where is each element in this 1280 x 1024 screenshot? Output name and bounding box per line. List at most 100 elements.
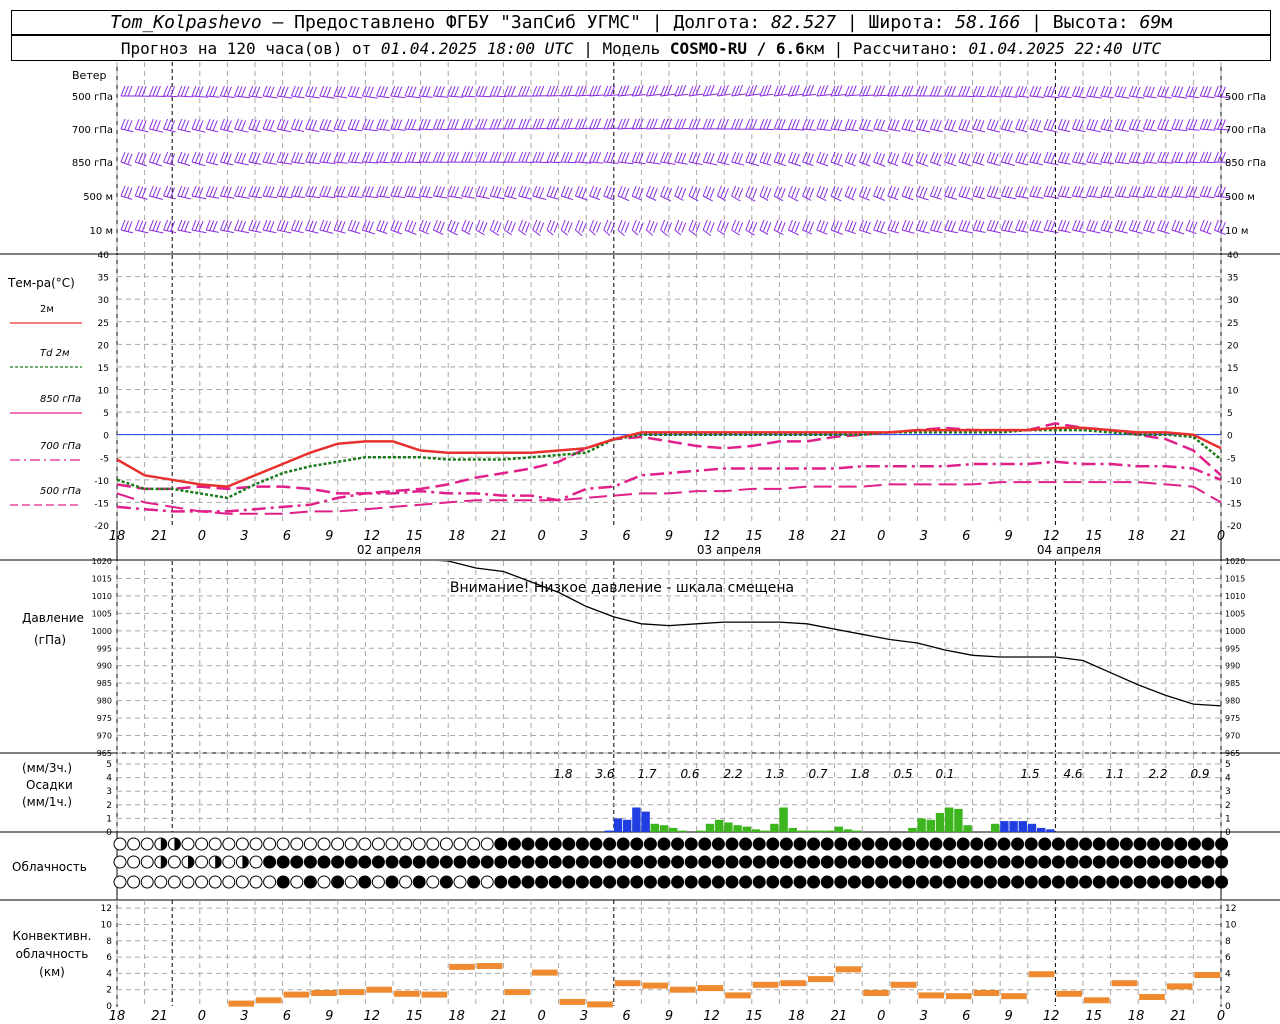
- cloud-cover-symbol: [1201, 855, 1215, 869]
- wind-barb-shaft: [291, 95, 305, 99]
- wind-level-label-right: 10 м: [1225, 226, 1248, 237]
- wind-barb-feather: [1075, 186, 1081, 197]
- precip-bar: [770, 823, 779, 832]
- cloud-cover-symbol: [983, 855, 997, 869]
- wind-barb-feather: [905, 152, 910, 164]
- wind-barb-shaft: [362, 229, 376, 235]
- wind-barb-feather: [851, 187, 857, 199]
- wind-barb-feather: [933, 186, 939, 197]
- wind-barb-feather: [560, 118, 566, 130]
- cloud-cover-symbol: [847, 875, 861, 889]
- wind-barb-shaft: [632, 161, 646, 165]
- wind-barb-shaft: [561, 195, 574, 201]
- wind-barb-feather: [951, 221, 957, 232]
- precip-3h-total: 4.6: [1063, 767, 1082, 781]
- wind-barb-feather: [1057, 118, 1063, 130]
- wind-barb-feather: [752, 188, 758, 199]
- wind-barb-shaft: [1100, 95, 1115, 99]
- wind-barb-shaft: [333, 195, 348, 198]
- wind-barb-feather: [1015, 118, 1021, 130]
- wind-barb-feather: [748, 152, 754, 163]
- convective-cloud-bar: [1001, 993, 1027, 1000]
- wind-barb-feather: [1061, 220, 1067, 231]
- wind-barb-shaft: [1029, 229, 1044, 234]
- wind-barb-feather: [351, 119, 357, 130]
- cloud-cover-symbol: [739, 875, 753, 889]
- wind-barb-feather: [1022, 221, 1028, 232]
- wind-barb-feather: [297, 221, 303, 232]
- time-tick-label-bottom: 6: [622, 1009, 630, 1024]
- wind-barb-feather: [1093, 221, 1099, 232]
- wind-barb-feather: [695, 153, 701, 164]
- cloud-cover-symbol: [371, 837, 385, 851]
- wind-barb-feather: [759, 151, 765, 163]
- wind-barb-feather: [322, 152, 328, 163]
- wind-barb-feather: [965, 187, 971, 198]
- cloud-cover-symbol: [1133, 837, 1147, 851]
- wind-barb-feather: [1007, 86, 1013, 97]
- wind-barb-feather: [773, 85, 779, 97]
- wind-barb-feather: [993, 153, 999, 164]
- wind-barb-feather: [805, 186, 811, 198]
- wind-barb-feather: [652, 85, 658, 96]
- wind-barb-feather: [1032, 152, 1038, 163]
- wind-barb-feather: [482, 222, 488, 233]
- wind-barb-feather: [1192, 86, 1198, 98]
- wind-barb-feather: [539, 222, 545, 233]
- wind-barb-shaft: [177, 161, 191, 166]
- wind-barb-feather: [702, 118, 708, 130]
- wind-barb-feather: [180, 152, 186, 163]
- wind-barb-feather: [404, 219, 410, 231]
- wind-barb-shaft: [773, 229, 784, 236]
- wind-barb-shaft: [759, 128, 774, 131]
- wind-barb-feather: [234, 219, 240, 231]
- wind-barb-shaft: [1185, 161, 1200, 164]
- wind-barb-feather: [408, 151, 413, 163]
- wind-barb-feather: [397, 86, 403, 97]
- wind-barb-shaft: [163, 128, 176, 133]
- wind-barb-shaft: [1214, 195, 1230, 199]
- wind-barb-feather: [425, 152, 431, 163]
- wind-barb-feather: [589, 185, 595, 197]
- wind-barb-feather: [1142, 85, 1148, 97]
- wind-barb-feather: [422, 151, 428, 163]
- wind-barb-feather: [237, 86, 243, 97]
- cloud-cover-symbol: [847, 855, 861, 869]
- wind-barb-feather: [865, 153, 871, 165]
- wind-barb-feather: [148, 185, 154, 197]
- wind-barb-feather: [152, 220, 158, 231]
- wind-barb-shaft: [660, 161, 676, 165]
- date-label: 03 апреля: [697, 543, 761, 557]
- wind-barb-shaft: [916, 229, 930, 234]
- wind-barb-feather: [1086, 85, 1092, 97]
- wind-barb-feather: [834, 186, 839, 198]
- wind-barb-feather: [819, 186, 825, 198]
- convective-cloud-bar: [725, 992, 751, 999]
- cloud-cover-symbol: [344, 837, 358, 851]
- wind-barb-feather: [1043, 118, 1049, 130]
- convective-tick-label-right: 12: [1225, 904, 1236, 914]
- cloud-cover-symbol: [711, 875, 725, 889]
- wind-barb-feather: [134, 85, 140, 97]
- wind-barb-feather: [361, 219, 367, 231]
- wind-barb-feather: [1093, 186, 1099, 197]
- wind-barb-shaft: [930, 195, 942, 200]
- cloud-cover-symbol: [507, 855, 521, 869]
- wind-barb-feather: [333, 185, 339, 197]
- wind-barb-feather: [365, 186, 371, 197]
- wind-barb-feather: [447, 85, 453, 97]
- wind-barb-feather: [1192, 186, 1198, 197]
- wind-barb-feather: [120, 85, 126, 97]
- cloud-cover-half: [242, 856, 249, 868]
- wind-barb-feather: [958, 151, 964, 163]
- wind-barb-feather: [972, 219, 978, 231]
- temp-tick-label-left: 20: [98, 341, 110, 351]
- precip-3h-total: 0.1: [935, 767, 954, 781]
- temp-legend-label: Td 2м: [40, 348, 70, 359]
- convective-tick-label-left: 2: [106, 986, 112, 996]
- convective-cloud-bar: [835, 966, 862, 973]
- wind-barb-feather: [155, 86, 161, 97]
- wind-barb-feather: [212, 221, 218, 232]
- wind-barb-feather: [1086, 219, 1092, 231]
- wind-barb-feather: [198, 120, 204, 131]
